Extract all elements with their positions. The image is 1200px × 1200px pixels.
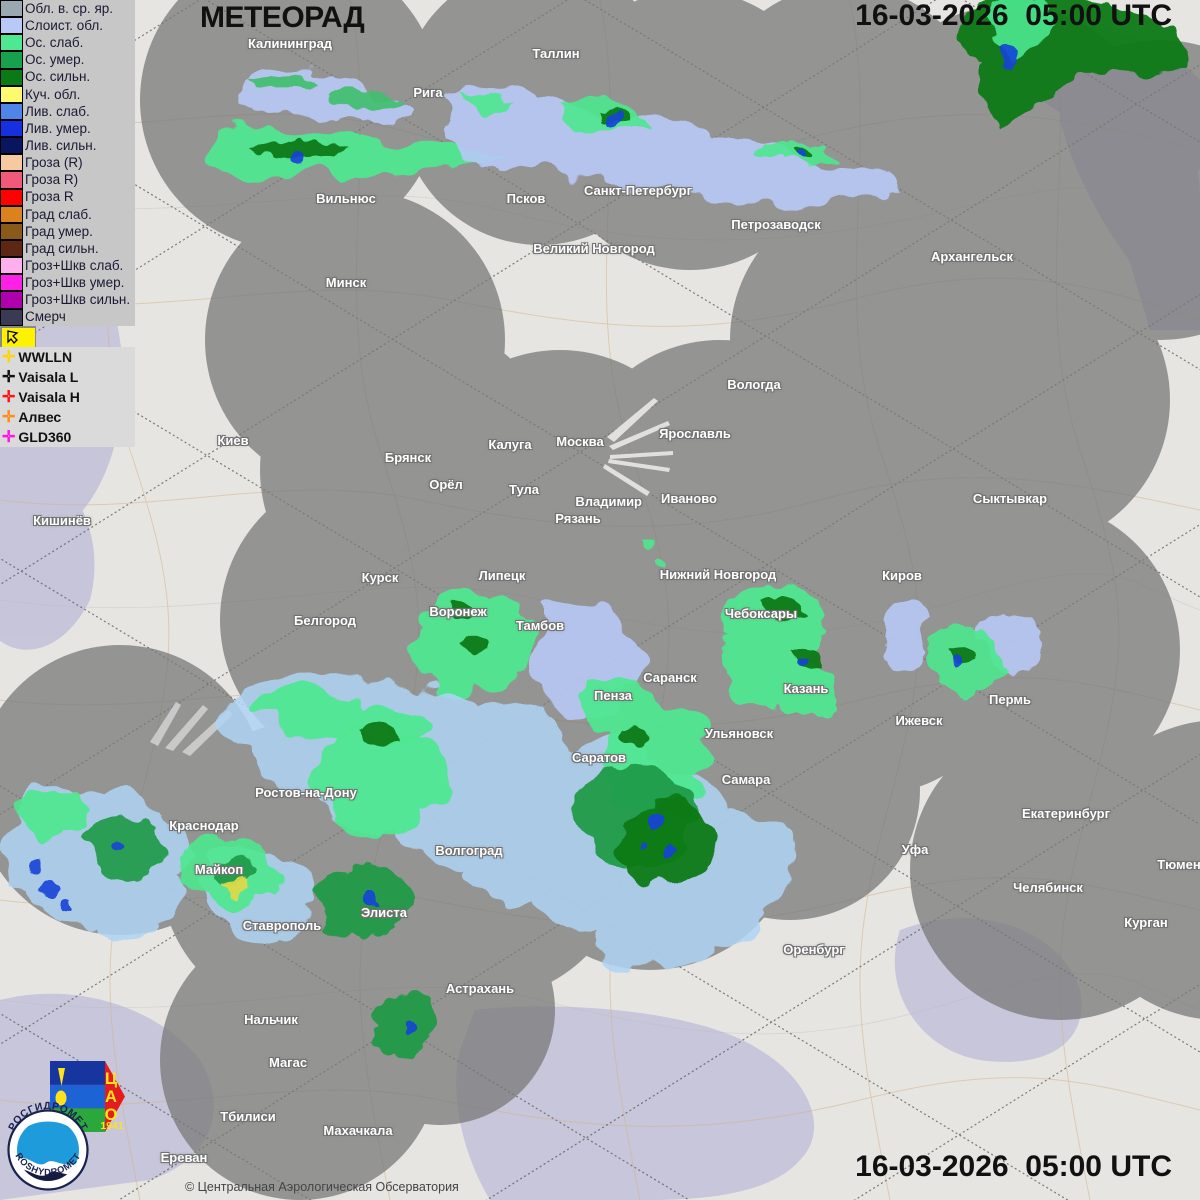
- svg-text:А: А: [105, 1088, 117, 1106]
- svg-text:Ц: Ц: [105, 1070, 117, 1088]
- svg-text:1941: 1941: [100, 1120, 124, 1132]
